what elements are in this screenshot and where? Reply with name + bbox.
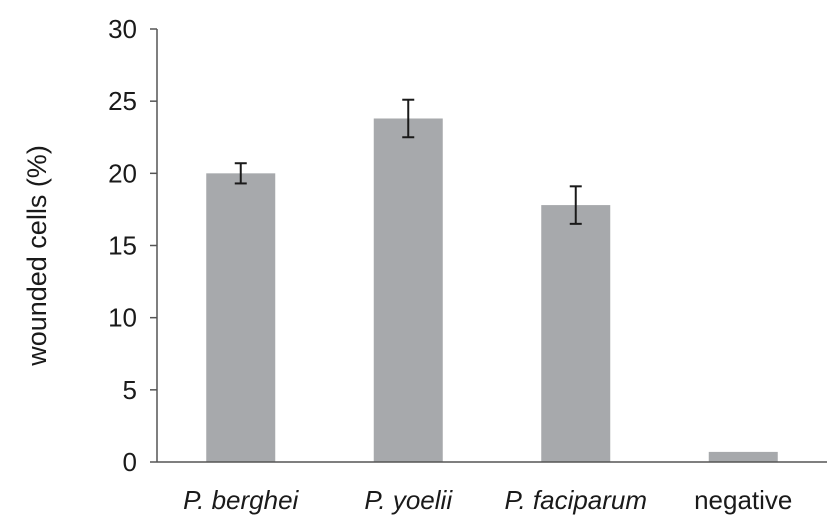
y-tick-label: 20 <box>108 158 137 188</box>
error-bar <box>402 98 415 139</box>
x-category-label: P. faciparum <box>504 485 647 515</box>
error-bar <box>569 185 582 225</box>
bar <box>373 118 443 462</box>
y-tick-label: 5 <box>123 375 137 405</box>
error-bars <box>234 98 582 225</box>
bars <box>206 118 778 463</box>
error-bar <box>234 162 247 185</box>
y-tick-label: 15 <box>108 231 137 261</box>
y-tick-label: 25 <box>108 86 137 116</box>
y-axis-title: wounded cells (%) <box>22 145 52 367</box>
category-labels: P. berghei P. yoelii P. faciparum negative <box>183 485 792 515</box>
x-category-label: P. yoelii <box>364 485 453 515</box>
bar <box>206 173 276 463</box>
y-tick-label: 0 <box>123 447 137 477</box>
bar <box>708 451 778 462</box>
y-tick-label: 10 <box>108 303 137 333</box>
x-category-label: P. berghei <box>183 485 299 515</box>
x-category-label: negative <box>694 485 792 515</box>
y-tick-label: 30 <box>108 14 137 44</box>
bar <box>541 205 611 462</box>
y-axis-ticks: 0 5 10 15 20 25 30 <box>108 14 157 477</box>
